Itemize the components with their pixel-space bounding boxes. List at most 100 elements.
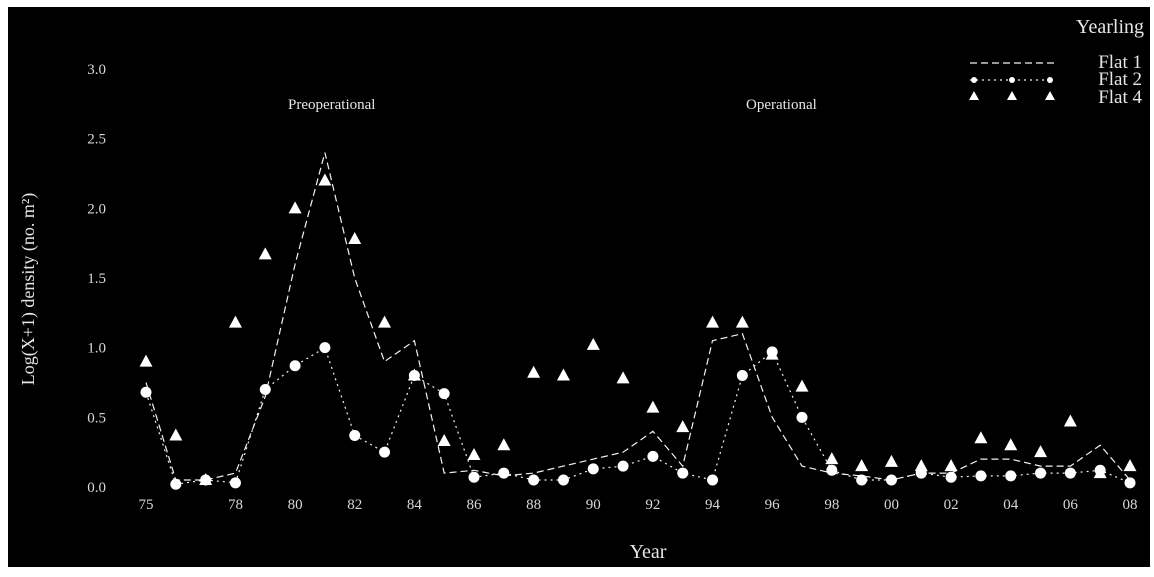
point-flat-2 [1005, 470, 1017, 482]
point-flat-2 [557, 474, 569, 486]
point-flat-4 [288, 201, 302, 214]
point-flat-2 [319, 342, 331, 354]
point-flat-4 [765, 347, 779, 360]
point-flat-2 [170, 478, 182, 490]
y-tick-labels: 0.0 0.5 1.0 1.5 2.0 2.5 3.0 [87, 62, 106, 496]
point-flat-4 [228, 315, 242, 328]
x-tick-label: 82 [347, 497, 362, 513]
legend-symbol-flat-4 [969, 91, 979, 100]
point-flat-4 [467, 447, 481, 460]
x-tick-label: 04 [1003, 497, 1019, 513]
point-flat-2 [945, 471, 957, 483]
point-flat-2 [975, 470, 987, 482]
point-flat-4 [884, 454, 898, 467]
point-flat-4 [1063, 414, 1077, 427]
point-flat-4 [706, 315, 720, 328]
y-tick-label: 1.5 [87, 271, 106, 287]
point-flat-4 [825, 452, 839, 465]
corner-label: Yearling [1076, 16, 1144, 38]
point-flat-2 [229, 477, 241, 489]
point-flat-4 [974, 431, 988, 444]
x-tick-label: 88 [526, 497, 541, 513]
point-flat-4 [855, 459, 869, 472]
x-tick-label: 84 [407, 497, 423, 513]
chart-frame: Yearling Preoperational Operational Year… [8, 7, 1150, 567]
y-tick-label: 2.0 [87, 201, 106, 217]
x-tick-label: 86 [467, 497, 483, 513]
point-flat-4 [169, 428, 183, 441]
series-line-flat-2 [145, 346, 1131, 485]
point-flat-4 [646, 400, 660, 413]
point-flat-4 [199, 473, 213, 486]
chart-svg: Yearling Preoperational Operational Year… [18, 16, 1144, 563]
x-tick-label: 75 [139, 497, 154, 513]
point-flat-4 [348, 231, 362, 244]
point-flat-2 [707, 474, 719, 486]
y-tick-label: 0.0 [87, 480, 106, 496]
point-flat-2 [1124, 477, 1136, 489]
point-flat-4 [914, 459, 928, 472]
point-flat-4 [1004, 438, 1018, 451]
x-tick-label: 00 [884, 497, 899, 513]
y-axis-label: Log(X+1) density (no. m²) [18, 193, 39, 386]
point-flat-2 [647, 450, 659, 462]
point-flat-2 [885, 474, 897, 486]
point-flat-4 [139, 354, 153, 367]
y-tick-label: 1.0 [87, 341, 106, 357]
point-flat-4 [1034, 445, 1048, 458]
legend-symbol-flat-4 [1045, 91, 1055, 100]
point-flat-4 [1123, 459, 1137, 472]
annotation-operational: Operational [746, 97, 817, 113]
point-flat-2 [498, 467, 510, 479]
y-tick-label: 2.5 [87, 132, 106, 148]
point-flat-2 [856, 474, 868, 486]
point-flat-2 [379, 446, 391, 458]
legend-symbol-flat-2 [1009, 77, 1015, 83]
x-tick-label: 90 [586, 497, 601, 513]
x-tick-labels: 75 78 80 82 84 86 88 90 92 94 96 98 00 02 04 06 08 [139, 497, 1138, 513]
point-flat-2 [736, 370, 748, 382]
point-flat-2 [528, 474, 540, 486]
legend-label-flat-1: Flat 1 [1098, 52, 1142, 73]
point-flat-4 [616, 371, 630, 384]
point-flat-2 [826, 464, 838, 476]
x-tick-label: 80 [288, 497, 303, 513]
point-flat-4 [676, 420, 690, 433]
chart-marks [139, 152, 1137, 490]
point-flat-2 [140, 386, 152, 398]
x-tick-label: 92 [645, 497, 660, 513]
x-tick-label: 02 [944, 497, 959, 513]
point-flat-2 [1035, 467, 1047, 479]
point-flat-4 [586, 337, 600, 350]
point-flat-2 [349, 429, 361, 441]
x-axis-label: Year [630, 541, 667, 563]
x-tick-label: 94 [705, 497, 721, 513]
legend-symbol-flat-2 [971, 77, 977, 83]
point-flat-4 [1093, 466, 1107, 479]
point-flat-4 [735, 315, 749, 328]
point-flat-4 [258, 247, 272, 260]
point-flat-4 [944, 459, 958, 472]
point-flat-2 [1064, 467, 1076, 479]
x-tick-label: 98 [824, 497, 839, 513]
x-tick-label: 78 [228, 497, 243, 513]
point-flat-4 [407, 368, 421, 381]
point-flat-2 [796, 411, 808, 423]
y-tick-label: 0.5 [87, 410, 106, 426]
point-flat-4 [437, 434, 451, 447]
point-flat-2 [438, 388, 450, 400]
point-flat-4 [527, 365, 541, 378]
legend-label-flat-4: Flat 4 [1098, 87, 1142, 108]
legend: Flat 1 Flat 2 Flat 4 [969, 52, 1142, 108]
x-tick-label: 06 [1063, 497, 1079, 513]
annotation-preoperational: Preoperational [288, 97, 375, 113]
point-flat-2 [259, 383, 271, 395]
point-flat-2 [677, 467, 689, 479]
legend-symbol-flat-4 [1007, 91, 1017, 100]
y-tick-label: 3.0 [87, 62, 106, 78]
x-tick-label: 96 [765, 497, 781, 513]
point-flat-4 [318, 173, 332, 186]
point-flat-4 [556, 368, 570, 381]
series-line-flat-1 [145, 152, 1131, 481]
point-flat-4 [497, 438, 511, 451]
